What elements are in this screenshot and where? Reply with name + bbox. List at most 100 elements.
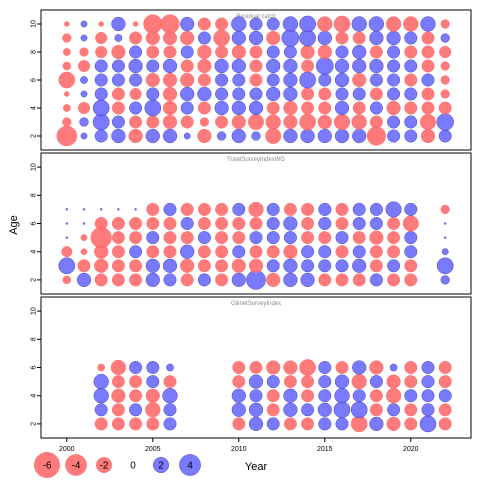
residual-bubble <box>180 101 194 115</box>
residual-bubble <box>266 86 281 102</box>
residual-bubble <box>283 100 298 116</box>
residual-bubble <box>65 236 69 239</box>
residual-bubble <box>301 87 315 101</box>
residual-bubble <box>146 361 160 374</box>
y-tick-label: 2 <box>31 422 38 426</box>
residual-bubble <box>440 75 450 85</box>
residual-bubble <box>162 114 178 130</box>
residual-bubble <box>440 89 450 99</box>
residual-bubble <box>249 389 263 403</box>
residual-bubble <box>369 45 383 59</box>
residual-bubble <box>421 59 435 73</box>
residual-bubble <box>215 217 229 230</box>
residual-bubble <box>146 45 160 59</box>
residual-bubble <box>65 208 69 211</box>
residual-bubble <box>333 401 351 419</box>
legend-label: 0 <box>130 461 136 472</box>
residual-bubble <box>249 361 263 374</box>
panel-1: Residual catch 2 4 6 8 10 <box>31 9 472 151</box>
residual-bubble <box>318 361 332 374</box>
residual-bubble <box>420 114 436 130</box>
residual-bubble <box>266 58 281 74</box>
residual-bubble <box>335 259 349 273</box>
residual-bubble <box>129 259 143 273</box>
residual-bubble <box>266 202 280 216</box>
panel-title: TrawlSurveyIndexWG <box>227 157 285 163</box>
residual-bubble <box>438 129 452 143</box>
residual-bubble <box>231 44 246 60</box>
residual-bubble <box>95 32 108 45</box>
residual-bubble <box>300 44 315 60</box>
residual-bubble <box>369 202 383 216</box>
residual-bubble <box>404 231 418 245</box>
legend-label: 4 <box>187 461 193 472</box>
residual-bubble <box>111 101 125 115</box>
residual-bubble <box>301 389 315 403</box>
residual-bubble <box>266 245 280 259</box>
residual-bubble <box>438 403 452 417</box>
residual-bubble <box>438 417 452 431</box>
residual-bubble <box>318 273 332 287</box>
residual-bubble <box>77 259 91 273</box>
residual-bubble <box>162 128 178 144</box>
residual-bubble <box>283 231 297 245</box>
x-tick-label: 2020 <box>403 446 419 453</box>
residual-bubble <box>215 17 229 31</box>
residual-bubble <box>146 245 160 259</box>
y-tick-label: 10 <box>31 307 38 315</box>
residual-bubble <box>421 87 435 101</box>
y-tick-label: 4 <box>31 394 38 398</box>
residual-bubble <box>350 401 368 419</box>
residual-bubble <box>197 273 211 287</box>
residual-bubble <box>129 73 143 87</box>
y-tick-label: 8 <box>31 50 38 54</box>
residual-bubble <box>266 403 280 417</box>
residual-bubble <box>249 17 263 31</box>
residual-bubble <box>438 375 452 389</box>
panel-3: GillnetSurveyIndex 2 4 6 8 10 <box>31 296 472 439</box>
residual-bubble <box>419 415 437 433</box>
residual-bubble <box>80 132 88 140</box>
residual-bubble <box>145 388 160 403</box>
residual-bubble <box>352 202 366 216</box>
residual-bubble <box>232 375 246 389</box>
residual-bubble <box>111 59 125 73</box>
residual-bubble <box>215 273 229 287</box>
residual-bubble <box>404 417 418 431</box>
residual-bubble <box>266 375 280 389</box>
residual-bubble <box>440 19 450 29</box>
residual-bubble <box>404 361 418 374</box>
residual-bubble <box>94 129 108 143</box>
residual-bubble <box>283 72 298 88</box>
residual-bubble <box>111 375 125 389</box>
residual-bubble <box>231 128 246 144</box>
residual-bubble <box>404 101 418 115</box>
y-tick-label: 4 <box>31 106 38 110</box>
residual-bubble <box>387 273 401 287</box>
residual-bubble <box>65 222 69 225</box>
residual-bubble <box>62 275 72 285</box>
residual-bubble <box>197 31 211 45</box>
residual-bubble <box>438 389 452 403</box>
residual-bubble <box>369 259 383 273</box>
residual-bubble <box>215 73 229 87</box>
residual-bubble <box>387 87 401 101</box>
residual-bubble <box>420 128 436 144</box>
residual-bubble <box>318 202 332 216</box>
residual-bubble <box>404 403 418 417</box>
residual-bubble <box>333 15 351 33</box>
residual-bubble <box>352 389 366 403</box>
residual-bubble <box>387 129 401 143</box>
residual-bubble <box>180 273 194 287</box>
residual-bubble <box>404 245 418 259</box>
residual-bubble <box>421 375 435 389</box>
legend: -6 -4 -2 0 2 4 <box>34 452 201 478</box>
residual-bubble <box>249 231 263 245</box>
residual-bubble <box>145 402 161 418</box>
x-tick-label: 2010 <box>231 446 247 453</box>
residual-bubble <box>301 217 315 230</box>
residual-bubble <box>214 58 229 74</box>
residual-bubble <box>334 374 350 389</box>
residual-bubble <box>283 128 298 144</box>
residual-bubble <box>145 72 160 88</box>
